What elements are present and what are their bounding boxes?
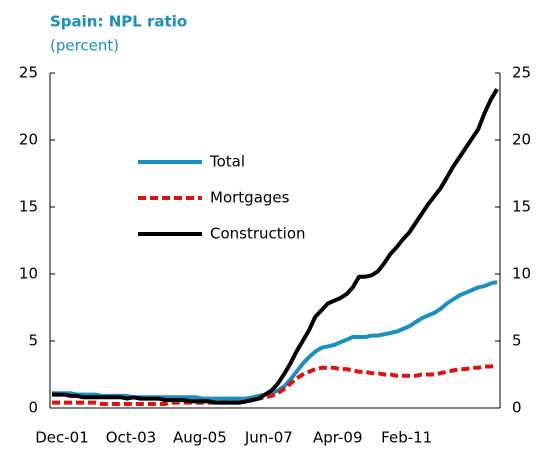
legend-label: Construction — [210, 225, 306, 243]
y2-tick-label: 20 — [512, 131, 531, 149]
y-tick-label: 5 — [28, 332, 38, 350]
x-tick-label: Jun-07 — [244, 429, 293, 447]
chart-title: Spain: NPL ratio — [50, 13, 187, 31]
y-tick-label: 0 — [28, 399, 38, 417]
y-tick-label: 15 — [19, 198, 38, 216]
legend-label: Total — [209, 153, 245, 171]
x-tick-label: Oct-03 — [106, 429, 156, 447]
y2-tick-label: 25 — [512, 64, 531, 82]
x-tick-label: Apr-09 — [313, 429, 363, 447]
x-tick-label: Dec-01 — [35, 429, 89, 447]
y2-tick-label: 0 — [512, 399, 522, 417]
y2-tick-label: 15 — [512, 198, 531, 216]
line-series — [52, 363, 498, 406]
y-tick-label: 25 — [19, 64, 38, 82]
line-series — [52, 280, 498, 401]
y-tick-label: 10 — [19, 265, 38, 283]
y2-tick-label: 5 — [512, 332, 522, 350]
chart-subtitle: (percent) — [50, 37, 119, 55]
x-tick-label: Feb-11 — [381, 429, 432, 447]
line-series — [52, 88, 499, 405]
x-tick-label: Aug-05 — [173, 429, 227, 447]
y-tick-label: 20 — [19, 131, 38, 149]
y2-tick-label: 10 — [512, 265, 531, 283]
legend-label: Mortgages — [210, 189, 290, 207]
